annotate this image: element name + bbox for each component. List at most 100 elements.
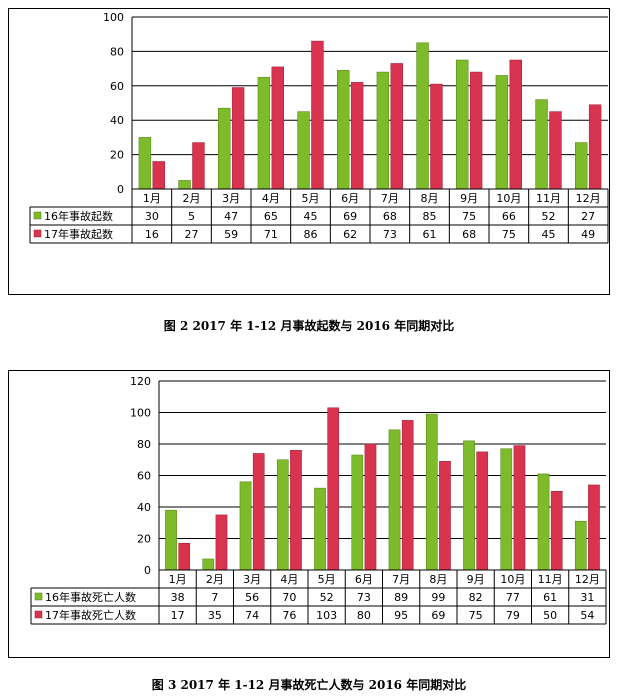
bar-series2-7 xyxy=(390,63,403,190)
data-label-series1-12: 27 xyxy=(581,210,595,223)
y-tick-label: 20 xyxy=(110,149,124,162)
data-label-series2-7: 73 xyxy=(383,228,397,241)
x-tick-label: 7月 xyxy=(381,192,399,205)
x-tick-label: 2月 xyxy=(206,573,224,586)
bar-series2-10 xyxy=(509,59,522,190)
data-label-series2-12: 49 xyxy=(581,228,595,241)
data-label-series1-9: 82 xyxy=(469,591,483,604)
x-tick-label: 11月 xyxy=(538,573,563,586)
y-tick-label: 80 xyxy=(110,45,124,58)
bar-series1-7 xyxy=(388,429,401,571)
bar-series1-5 xyxy=(314,487,326,571)
bar-series2-1 xyxy=(152,161,165,190)
data-label-series2-5: 103 xyxy=(316,609,337,622)
x-tick-label: 12月 xyxy=(575,573,600,586)
data-label-series1-8: 99 xyxy=(431,591,445,604)
data-label-series2-2: 27 xyxy=(185,228,199,241)
chart-2-frame: 0 20 40 60 80 100 120 1月 2月 3月 4月 5月 6月 7月 8月 9月 10月 11月 1… xyxy=(8,370,610,658)
legend-swatch-series1 xyxy=(34,592,43,601)
bar-series1-4 xyxy=(276,459,289,571)
legend-label-series1: 16年事故死亡人数 xyxy=(45,590,136,604)
data-label-series1-1: 38 xyxy=(171,591,185,604)
data-label-series2-12: 54 xyxy=(580,609,594,622)
bar-series2-12 xyxy=(588,484,600,571)
y-tick-label: 0 xyxy=(117,183,124,196)
bar-series1-4 xyxy=(257,76,271,190)
data-label-series1-4: 70 xyxy=(282,591,296,604)
bar-series2-11 xyxy=(550,491,563,571)
bar-series2-9 xyxy=(469,71,483,190)
data-label-series1-5: 45 xyxy=(304,210,318,223)
data-label-series2-9: 68 xyxy=(462,228,476,241)
data-label-series2-11: 50 xyxy=(543,609,557,622)
bar-series2-2 xyxy=(215,514,228,571)
bar-series1-11 xyxy=(537,473,550,571)
data-label-series2-7: 95 xyxy=(394,609,408,622)
x-tick-label: 11月 xyxy=(536,192,561,205)
x-tick-label: 6月 xyxy=(355,573,373,586)
data-label-series1-6: 73 xyxy=(357,591,371,604)
data-label-series1-9: 75 xyxy=(462,210,476,223)
data-label-series1-8: 85 xyxy=(423,210,437,223)
bar-series1-1 xyxy=(138,137,152,190)
y-tick-label: 80 xyxy=(137,438,151,451)
bar-series1-10 xyxy=(495,75,509,190)
x-tick-label: 3月 xyxy=(222,192,240,205)
data-label-series1-7: 68 xyxy=(383,210,397,223)
data-label-series2-5: 86 xyxy=(304,228,318,241)
bar-series1-7 xyxy=(376,71,390,190)
legend-label-series1: 16年事故起数 xyxy=(44,209,113,223)
y-tick-label: 60 xyxy=(137,470,151,483)
bar-series1-11 xyxy=(535,99,548,190)
x-tick-label: 6月 xyxy=(341,192,359,205)
legend-swatch-series2 xyxy=(33,229,42,238)
data-label-series1-3: 47 xyxy=(224,210,238,223)
legend-swatch-series1 xyxy=(33,211,42,220)
data-label-series1-4: 65 xyxy=(264,210,278,223)
bar-series1-10 xyxy=(500,448,513,571)
bar-series1-8 xyxy=(416,42,429,190)
x-tick-label: 10月 xyxy=(500,573,525,586)
data-label-series2-11: 45 xyxy=(542,228,556,241)
bar-series2-8 xyxy=(439,461,451,571)
legend-swatch-series2 xyxy=(34,610,43,619)
bar-series2-9 xyxy=(476,451,489,571)
bar-series2-5 xyxy=(311,40,324,190)
legend-label-series2: 17年事故起数 xyxy=(44,227,113,241)
y-tick-label: 40 xyxy=(110,114,124,127)
data-label-series2-6: 62 xyxy=(343,228,357,241)
bar-series1-5 xyxy=(297,111,310,190)
y-tick-label: 100 xyxy=(130,407,151,420)
data-label-series1-1: 30 xyxy=(145,210,159,223)
chart-2-caption: 图 3 2017 年 1-12 月事故死亡人数与 2016 年同期对比 xyxy=(151,678,467,692)
bar-series1-12 xyxy=(574,520,587,571)
bar-series1-9 xyxy=(456,59,469,190)
data-label-series1-11: 61 xyxy=(543,591,557,604)
data-label-series2-9: 75 xyxy=(469,609,483,622)
x-tick-label: 5月 xyxy=(302,192,320,205)
bar-series2-6 xyxy=(350,82,364,190)
x-tick-label: 4月 xyxy=(262,192,280,205)
bar-series2-4 xyxy=(271,66,284,190)
data-label-series1-2: 5 xyxy=(188,210,195,223)
bar-series2-6 xyxy=(364,443,377,571)
legend-label-series2: 17年事故死亡人数 xyxy=(45,608,136,622)
data-label-series2-4: 76 xyxy=(282,609,296,622)
x-tick-label: 10月 xyxy=(496,192,521,205)
y-tick-label: 60 xyxy=(110,80,124,93)
data-label-series2-6: 80 xyxy=(357,609,371,622)
y-tick-label: 100 xyxy=(103,11,124,24)
y-tick-label: 20 xyxy=(137,533,151,546)
bar-series1-2 xyxy=(202,558,215,571)
bar-series1-8 xyxy=(425,413,438,571)
death-count-chart: 0 20 40 60 80 100 120 1月 2月 3月 4月 5月 6月 7月 8月 9月 10月 11月 1… xyxy=(30,375,607,625)
data-label-series1-7: 89 xyxy=(394,591,408,604)
bar-series2-1 xyxy=(178,542,191,571)
chart-1-caption: 图 2 2017 年 1-12 月事故起数与 2016 年同期对比 xyxy=(163,319,455,333)
data-label-series2-3: 59 xyxy=(224,228,238,241)
bar-series1-3 xyxy=(239,481,252,571)
x-tick-label: 9月 xyxy=(460,192,478,205)
bar-series1-2 xyxy=(178,180,191,190)
bar-series2-12 xyxy=(588,104,602,190)
data-label-series1-5: 52 xyxy=(320,591,334,604)
